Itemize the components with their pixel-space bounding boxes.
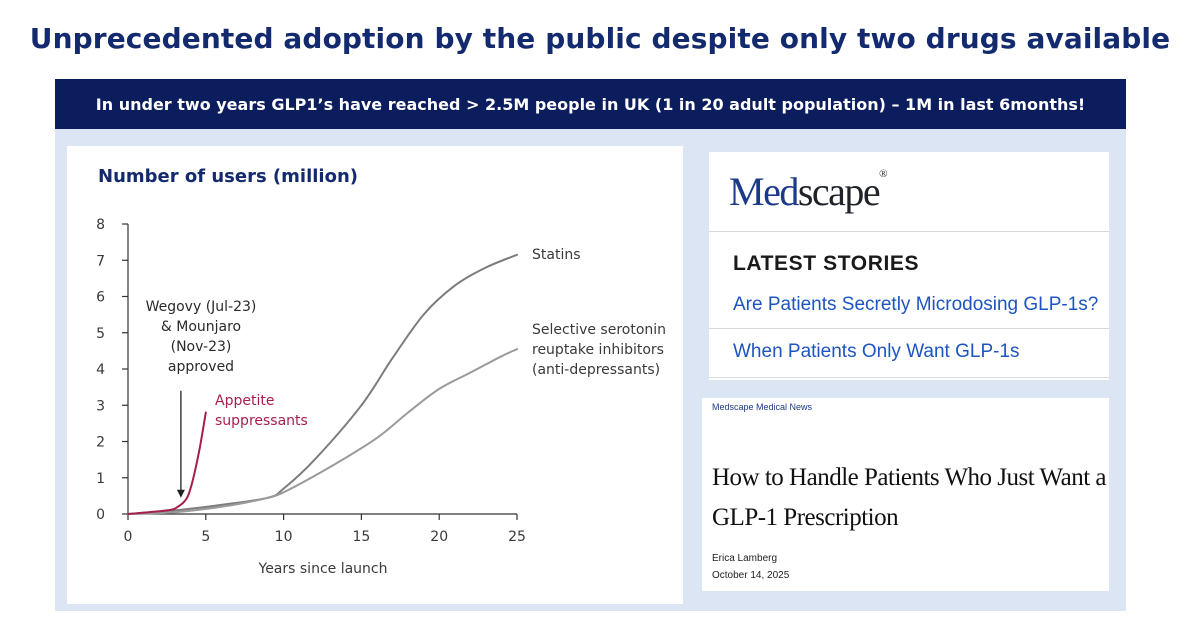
approval-annotation: (Nov-23) [171, 339, 232, 355]
slide-title: Unprecedented adoption by the public des… [29, 22, 1171, 55]
adoption-chart-card: Number of users (million) Years since la… [67, 146, 683, 604]
medscape-stories-card: Medscape® LATEST STORIES Are Patients Se… [709, 152, 1109, 380]
appetite-suppressants-series-line [127, 411, 207, 515]
statins-series-label: Statins [532, 247, 581, 263]
divider [709, 328, 1109, 329]
appetite-suppressants-series-label: Appetite [215, 393, 274, 409]
story-link-microdosing[interactable]: Are Patients Secretly Microdosing GLP-1s… [733, 294, 1099, 315]
chart-title: Number of users (million) [98, 166, 358, 187]
x-tick-label: 20 [430, 529, 448, 545]
x-tick-label: 25 [508, 529, 526, 545]
article-source: Medscape Medical News [712, 402, 813, 412]
story-link-only-want[interactable]: When Patients Only Want GLP-1s [733, 341, 1020, 362]
ssri-series-line [127, 348, 518, 515]
adoption-line-chart: Number of users (million) Years since la… [96, 166, 666, 577]
approval-annotation: & Mounjaro [161, 319, 241, 335]
x-tick-label: 0 [124, 529, 133, 545]
approval-annotation: Wegovy (Jul-23) [146, 299, 257, 315]
article-author: Erica Lamberg [712, 553, 778, 564]
article-date: October 14, 2025 [712, 570, 790, 581]
article-card: Medscape Medical News How to Handle Pati… [702, 398, 1109, 591]
y-tick-label: 3 [96, 398, 105, 414]
headline-banner: In under two years GLP1’s have reached >… [55, 79, 1126, 129]
y-tick-label: 0 [96, 507, 105, 523]
x-axis-label: Years since launch [258, 561, 388, 577]
appetite-suppressants-series-label: suppressants [215, 413, 308, 429]
y-tick-label: 5 [96, 326, 105, 342]
ssri-series-label: (anti-depressants) [532, 362, 660, 378]
divider [709, 377, 1109, 378]
ssri-series-label: Selective serotonin [532, 322, 666, 338]
y-tick-label: 2 [96, 435, 105, 451]
article-headline[interactable]: How to Handle Patients Who Just Want a G… [712, 464, 1107, 531]
divider [709, 231, 1109, 232]
y-tick-label: 6 [96, 290, 105, 306]
x-tick-label: 5 [201, 529, 210, 545]
latest-stories-heading: LATEST STORIES [733, 252, 920, 275]
y-tick-label: 7 [96, 253, 105, 269]
x-tick-label: 15 [352, 529, 370, 545]
y-tick-label: 4 [96, 362, 105, 378]
statins-series-line [127, 253, 518, 515]
y-tick-label: 1 [96, 471, 105, 487]
y-tick-label: 8 [96, 217, 105, 233]
approval-arrow-head [176, 489, 185, 498]
medscape-logo: Medscape® [729, 168, 888, 214]
approval-annotation: approved [168, 359, 234, 375]
x-tick-label: 10 [275, 529, 293, 545]
ssri-series-label: reuptake inhibitors [532, 342, 664, 358]
